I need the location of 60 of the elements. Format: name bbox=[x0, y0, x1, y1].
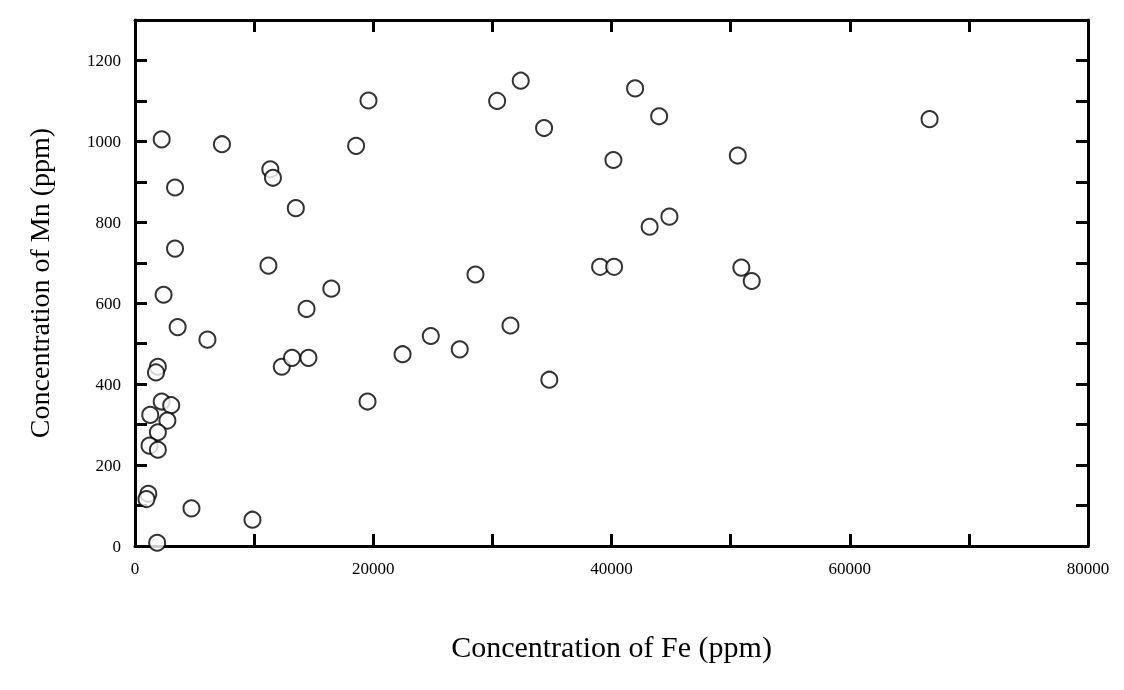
point bbox=[168, 318, 187, 337]
point bbox=[742, 271, 761, 290]
point bbox=[182, 499, 201, 518]
point bbox=[732, 258, 751, 277]
point bbox=[605, 257, 624, 276]
x-axis-title: Concentration of Fe (ppm) bbox=[451, 629, 772, 664]
y-tick-label: 800 bbox=[95, 212, 121, 232]
point bbox=[450, 340, 469, 359]
point bbox=[141, 405, 160, 424]
point bbox=[501, 316, 520, 335]
point bbox=[198, 330, 217, 349]
point bbox=[297, 299, 316, 318]
point bbox=[166, 178, 185, 197]
y-tick-label: 1200 bbox=[87, 50, 121, 70]
point bbox=[535, 119, 554, 138]
point bbox=[137, 490, 156, 509]
y-tick-label: 200 bbox=[95, 455, 121, 475]
point bbox=[466, 265, 485, 284]
point bbox=[148, 423, 167, 442]
point bbox=[263, 168, 282, 187]
point bbox=[347, 136, 366, 155]
point bbox=[511, 71, 530, 90]
point bbox=[286, 199, 305, 218]
x-tick-label: 40000 bbox=[590, 559, 633, 578]
y-tick-label: 0 bbox=[112, 536, 121, 556]
point bbox=[162, 396, 181, 415]
point bbox=[650, 107, 669, 126]
point bbox=[152, 130, 171, 149]
point bbox=[146, 363, 165, 382]
point bbox=[148, 533, 167, 552]
point bbox=[158, 411, 177, 430]
x-tick-label: 60000 bbox=[828, 559, 871, 578]
point bbox=[728, 146, 747, 165]
point bbox=[359, 91, 378, 110]
point bbox=[299, 348, 318, 367]
point bbox=[259, 256, 278, 275]
point bbox=[421, 327, 440, 345]
point bbox=[660, 207, 679, 226]
point bbox=[166, 239, 185, 258]
y-tick-label: 1000 bbox=[87, 131, 121, 151]
x-tick-label: 0 bbox=[130, 559, 140, 578]
y-axis-title: Concentration of Mn (ppm) bbox=[23, 127, 55, 439]
point bbox=[212, 135, 231, 154]
point bbox=[393, 345, 412, 364]
point bbox=[920, 110, 939, 129]
x-tick-label: 80000 bbox=[1066, 559, 1110, 578]
point bbox=[604, 151, 623, 169]
point bbox=[148, 440, 167, 459]
point bbox=[283, 348, 302, 367]
point bbox=[322, 279, 341, 298]
point bbox=[358, 392, 377, 411]
point bbox=[243, 510, 262, 529]
point bbox=[626, 79, 645, 98]
point bbox=[640, 217, 659, 236]
point bbox=[540, 370, 559, 389]
point bbox=[154, 285, 173, 304]
point bbox=[488, 91, 507, 110]
x-tick-label: 20000 bbox=[352, 559, 395, 578]
y-tick-label: 600 bbox=[95, 293, 121, 313]
y-tick-label: 400 bbox=[95, 374, 121, 394]
